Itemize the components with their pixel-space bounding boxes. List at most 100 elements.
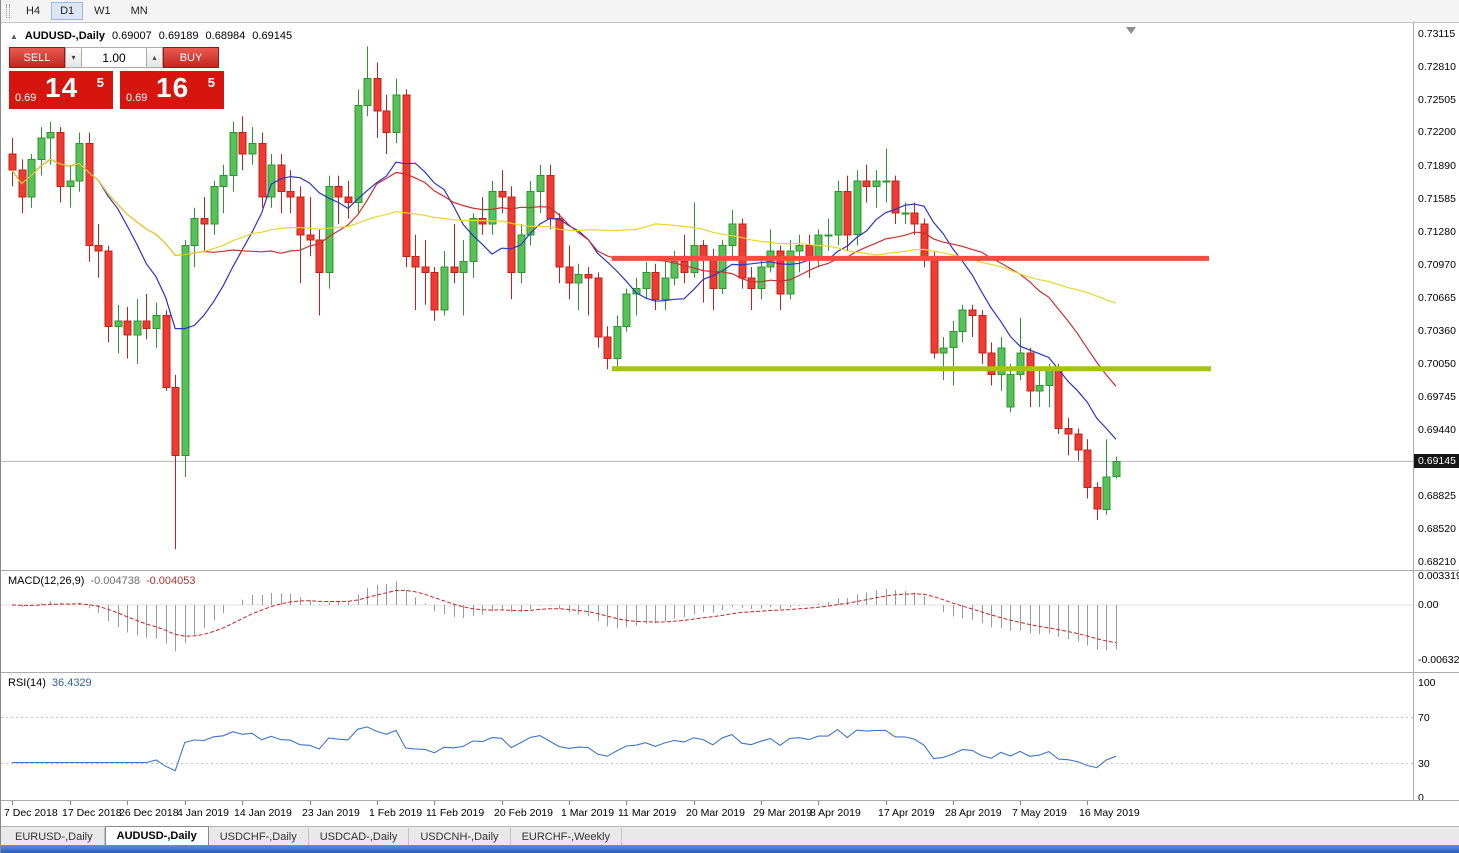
chart-title: ▲ AUDUSD-,Daily 0.69007 0.69189 0.68984 … xyxy=(10,30,292,42)
date-tick xyxy=(185,801,186,805)
ma-slow-line xyxy=(11,158,1117,304)
date-axis-label: 16 May 2019 xyxy=(1079,807,1140,819)
date-tick xyxy=(1087,801,1088,805)
macd-scale-label: 0.00 xyxy=(1418,599,1439,611)
macd-histogram xyxy=(22,581,1117,652)
date-axis-label: 1 Mar 2019 xyxy=(561,807,615,819)
date-tick xyxy=(886,801,887,805)
price-scale-label: 0.71890 xyxy=(1418,160,1456,172)
macd-label: MACD(12,26,9) -0.004738 -0.004053 xyxy=(8,575,196,587)
ma-mid-line xyxy=(11,158,1117,387)
date-axis-label: 29 Mar 2019 xyxy=(753,807,812,819)
ohlc-low: 0.68984 xyxy=(205,30,246,42)
date-tick xyxy=(310,801,311,805)
price-scale-label: 0.68210 xyxy=(1418,556,1456,568)
date-tick xyxy=(502,801,503,805)
rsi-scale[interactable]: 100 70 30 0 xyxy=(1413,673,1459,800)
macd-name: MACD(12,26,9) xyxy=(8,575,85,587)
date-tick xyxy=(569,801,570,805)
tab-usdchf-daily[interactable]: USDCHF-,Daily xyxy=(209,828,309,845)
sell-button[interactable]: SELL xyxy=(9,47,65,68)
date-tick xyxy=(761,801,762,805)
rsi-pane[interactable]: RSI(14) 36.4329 100 70 30 0 xyxy=(1,672,1459,800)
rsi-name: RSI(14) xyxy=(8,677,46,689)
price-scale-label: 0.70665 xyxy=(1418,292,1456,304)
date-axis-label: 7 Dec 2018 xyxy=(4,807,58,819)
macd-signal-line xyxy=(11,589,1117,644)
date-tick xyxy=(953,801,954,805)
buy-button[interactable]: BUY xyxy=(163,47,219,68)
buy-price-prefix: 0.69 xyxy=(126,92,148,104)
ohlc-high: 0.69189 xyxy=(158,30,199,42)
ohlc-open: 0.69007 xyxy=(112,30,152,42)
rsi-value: 36.4329 xyxy=(51,677,92,689)
date-axis[interactable]: 7 Dec 2018 17 Dec 2018 26 Dec 2018 4 Jan 20… xyxy=(1,800,1459,826)
date-axis-label: 11 Feb 2019 xyxy=(426,807,485,819)
status-strip xyxy=(1,845,1459,853)
timeframe-w1-button[interactable]: W1 xyxy=(94,5,111,17)
sell-price-display[interactable]: 0.69 14 5 xyxy=(9,71,113,109)
volume-input[interactable] xyxy=(82,47,146,68)
price-scale-label: 0.70970 xyxy=(1418,259,1456,271)
tab-usdcnh-daily[interactable]: USDCNH-,Daily xyxy=(409,828,511,845)
price-scale-label: 0.69745 xyxy=(1418,391,1456,403)
price-scale-label: 0.72505 xyxy=(1418,94,1456,106)
buy-price-big: 16 xyxy=(156,72,190,103)
macd-pane[interactable]: MACD(12,26,9) -0.004738 -0.004053 0.0033… xyxy=(1,570,1459,672)
volume-decrease-button[interactable]: ▾ xyxy=(65,47,82,68)
chart-symbol-period: AUDUSD-,Daily xyxy=(24,30,105,42)
toolbar-grip[interactable] xyxy=(6,4,10,18)
tab-eurchf-weekly[interactable]: EURCHF-,Weekly xyxy=(511,828,622,845)
candlestick-chart[interactable] xyxy=(1,23,1413,570)
sell-price-prefix: 0.69 xyxy=(15,92,37,104)
price-scale[interactable]: 0.69145 0.73115 0.72810 0.72505 0.72200 0.71… xyxy=(1413,23,1459,570)
sell-price-sup: 5 xyxy=(96,75,104,90)
tab-usdcad-daily[interactable]: USDCAD-,Daily xyxy=(309,828,410,845)
main-chart-pane[interactable]: ▲ AUDUSD-,Daily 0.69007 0.69189 0.68984 … xyxy=(1,23,1459,570)
rsi-scale-label: 70 xyxy=(1418,712,1430,724)
date-tick xyxy=(694,801,695,805)
date-axis-label: 8 Apr 2019 xyxy=(810,807,861,819)
date-tick xyxy=(626,801,627,805)
timeframe-d1-button[interactable]: D1 xyxy=(51,2,84,20)
date-tick xyxy=(377,801,378,805)
one-click-collapse-icon[interactable]: ▲ xyxy=(10,31,18,41)
sell-price-big: 14 xyxy=(45,72,79,103)
macd-scale[interactable]: 0.003319 0.00 -0.006325 xyxy=(1413,571,1459,672)
rsi-line xyxy=(12,726,1117,772)
ohlc-close: 0.69145 xyxy=(252,30,293,42)
date-tick xyxy=(12,801,13,805)
bull-wicks xyxy=(31,46,1117,515)
tab-audusd-daily[interactable]: AUDUSD-,Daily xyxy=(104,826,209,845)
chart-shift-marker-icon[interactable] xyxy=(1126,27,1136,34)
rsi-scale-label: 30 xyxy=(1418,758,1430,770)
buy-price-sup: 5 xyxy=(207,75,215,90)
timeframe-h4-button[interactable]: H4 xyxy=(26,5,41,17)
date-axis-label: 17 Dec 2018 xyxy=(62,807,122,819)
buy-price-display[interactable]: 0.69 16 5 xyxy=(120,71,224,109)
rsi-indicator xyxy=(1,717,1413,772)
price-scale-label: 0.72810 xyxy=(1418,61,1456,73)
date-axis-label: 4 Jan 2019 xyxy=(177,807,229,819)
price-scale-label: 0.71280 xyxy=(1418,226,1456,238)
timeframe-mn-button[interactable]: MN xyxy=(130,5,148,17)
date-axis-label: 23 Jan 2019 xyxy=(302,807,360,819)
date-tick xyxy=(1020,801,1021,805)
price-scale-label: 0.68520 xyxy=(1418,523,1456,535)
date-tick xyxy=(434,801,435,805)
tab-eurusd-daily[interactable]: EURUSD-,Daily xyxy=(4,828,105,845)
macd-scale-label: -0.006325 xyxy=(1418,654,1459,666)
candles xyxy=(8,78,1121,510)
date-axis-label: 7 May 2019 xyxy=(1012,807,1067,819)
date-axis-label: 26 Dec 2018 xyxy=(119,807,179,819)
date-axis-label: 28 Apr 2019 xyxy=(945,807,1002,819)
ma-fast-line xyxy=(11,158,1117,440)
date-axis-label: 1 Feb 2019 xyxy=(369,807,423,819)
date-tick xyxy=(818,801,819,805)
one-click-trading-panel: SELL ▾ ▴ BUY 0.69 14 5 0.69 16 5 xyxy=(9,47,224,109)
date-tick xyxy=(242,801,243,805)
price-scale-label: 0.68825 xyxy=(1418,490,1456,502)
macd-value-main: -0.004738 xyxy=(90,575,140,587)
volume-increase-button[interactable]: ▴ xyxy=(146,47,163,68)
